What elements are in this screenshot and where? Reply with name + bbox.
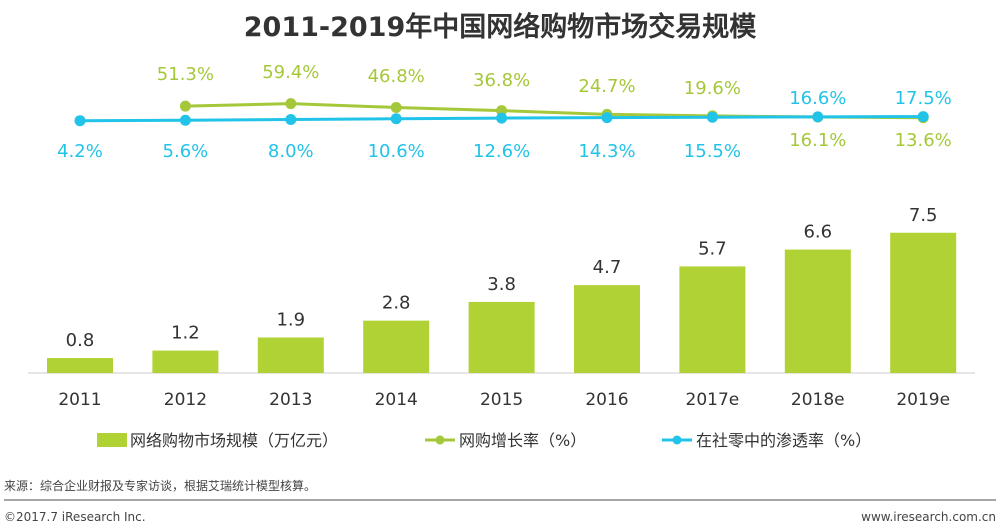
point-label-2-2014: 10.6% <box>368 141 425 162</box>
bar-label-2014: 2.8 <box>382 293 411 314</box>
bar-label-2019e: 7.5 <box>909 205 938 226</box>
legend-marker-penetration <box>672 435 682 445</box>
bar-2016 <box>574 285 640 373</box>
bar-label-2012: 1.2 <box>171 323 200 344</box>
point-2-2014 <box>390 113 402 125</box>
bar-label-2017e: 5.7 <box>698 238 727 259</box>
point-label-2-2015: 12.6% <box>473 141 530 162</box>
bar-2011 <box>47 358 113 373</box>
legend-label-bar: 网络购物市场规模（万亿元） <box>130 431 338 450</box>
bar-2018e <box>784 249 851 373</box>
point-label-1-2019e: 13.6% <box>895 130 952 151</box>
legend: 网络购物市场规模（万亿元） 网购增长率（%） 在社零中的渗透率（%） <box>97 431 871 450</box>
bar-2014 <box>363 320 430 373</box>
x-tick-2014: 2014 <box>375 390 418 410</box>
point-2-2012 <box>179 114 191 126</box>
point-label-1-2014: 46.8% <box>368 66 425 87</box>
point-2-2015 <box>496 112 508 124</box>
copyright: ©2017.7 iResearch Inc. <box>4 510 146 524</box>
x-tick-2019e: 2019e <box>896 390 950 410</box>
bar-2013 <box>257 337 324 373</box>
bar-2017e <box>679 266 746 373</box>
point-label-2-2013: 8.0% <box>268 141 314 162</box>
bar-label-2018e: 6.6 <box>803 222 832 243</box>
bar-2012 <box>152 350 219 373</box>
chart-title: 2011-2019年中国网络购物市场交易规模 <box>244 11 757 43</box>
bar-label-2013: 1.9 <box>276 309 305 330</box>
point-2-2011 <box>74 115 86 127</box>
point-label-2-2011: 4.2% <box>57 141 103 162</box>
point-1-2014 <box>390 101 402 113</box>
x-tick-2018e: 2018e <box>791 390 845 410</box>
point-2-2018e <box>812 111 824 123</box>
legend-marker-growth <box>435 435 445 445</box>
point-2-2019e <box>917 111 929 123</box>
x-tick-2012: 2012 <box>164 390 207 410</box>
point-label-2-2018e: 16.6% <box>789 88 846 109</box>
point-label-2-2019e: 17.5% <box>895 88 952 109</box>
point-1-2012 <box>179 100 191 112</box>
point-2-2016 <box>601 112 613 124</box>
point-2-2017e <box>706 111 718 123</box>
source-note: 来源：综合企业财报及专家访谈，根据艾瑞统计模型核算。 <box>4 478 316 493</box>
point-label-1-2017e: 19.6% <box>684 78 741 99</box>
point-label-2-2017e: 15.5% <box>684 141 741 162</box>
x-tick-2015: 2015 <box>480 390 523 410</box>
x-tick-2011: 2011 <box>58 390 101 410</box>
bar-2015 <box>468 301 535 373</box>
point-label-2-2016: 14.3% <box>578 141 635 162</box>
legend-label-growth: 网购增长率（%） <box>459 431 586 450</box>
point-2-2013 <box>285 114 297 126</box>
point-label-1-2012: 51.3% <box>157 64 214 85</box>
x-tick-2017e: 2017e <box>686 390 740 410</box>
bar-label-2015: 3.8 <box>487 274 516 295</box>
bar-label-2016: 4.7 <box>593 257 622 278</box>
legend-swatch-bar <box>97 433 127 447</box>
website-link[interactable]: www.iresearch.com.cn <box>861 510 996 524</box>
x-tick-2016: 2016 <box>585 390 628 410</box>
point-1-2013 <box>285 98 297 110</box>
point-label-1-2013: 59.4% <box>262 62 319 83</box>
point-label-1-2016: 24.7% <box>578 76 635 97</box>
bar-label-2011: 0.8 <box>66 330 95 351</box>
point-label-1-2015: 36.8% <box>473 70 530 91</box>
legend-label-penetration: 在社零中的渗透率（%） <box>696 431 871 450</box>
x-tick-2013: 2013 <box>269 390 312 410</box>
point-label-2-2012: 5.6% <box>163 141 209 162</box>
point-label-1-2018e: 16.1% <box>789 130 846 151</box>
bar-2019e <box>890 232 957 373</box>
